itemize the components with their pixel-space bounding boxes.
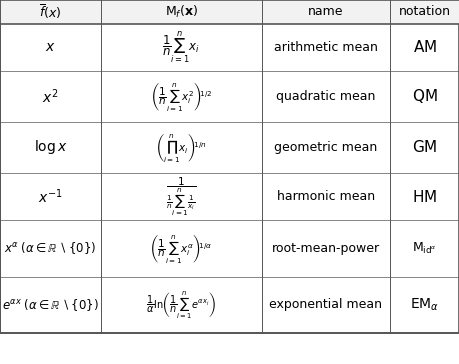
Text: $\mathrm{M}_f(\mathbf{x})$: $\mathrm{M}_f(\mathbf{x})$	[165, 4, 198, 20]
Text: $\left(\dfrac{1}{n}\sum_{i=1}^{n} x_i^2\right)^{\!1/2}$: $\left(\dfrac{1}{n}\sum_{i=1}^{n} x_i^2\…	[151, 80, 212, 113]
Text: $\mathrm{EM}_{\alpha}$: $\mathrm{EM}_{\alpha}$	[410, 297, 439, 313]
Text: exponential mean: exponential mean	[269, 298, 382, 311]
Text: $\left(\prod_{i=1}^{n} x_i\right)^{\!1/n}$: $\left(\prod_{i=1}^{n} x_i\right)^{\!1/n…	[156, 131, 207, 164]
Text: $\dfrac{1}{n}\sum_{i=1}^{n} x_i$: $\dfrac{1}{n}\sum_{i=1}^{n} x_i$	[162, 29, 200, 65]
Text: harmonic mean: harmonic mean	[277, 190, 375, 203]
Text: $x^2$: $x^2$	[42, 87, 59, 106]
Text: $x$: $x$	[45, 40, 56, 54]
Text: $x^{-1}$: $x^{-1}$	[38, 187, 63, 206]
Text: notation: notation	[398, 5, 451, 18]
Text: $e^{\alpha x}\;(\alpha\in\mathbb{R}\setminus\{0\})$: $e^{\alpha x}\;(\alpha\in\mathbb{R}\setm…	[2, 297, 99, 313]
Text: $\log x$: $\log x$	[34, 138, 67, 157]
Text: $\mathrm{HM}$: $\mathrm{HM}$	[412, 189, 437, 205]
Text: root-mean-power: root-mean-power	[272, 242, 380, 255]
Text: $\dfrac{1}{\frac{1}{n}\sum_{i=1}^{n}\frac{1}{x_i}}$: $\dfrac{1}{\frac{1}{n}\sum_{i=1}^{n}\fra…	[166, 175, 196, 218]
Text: arithmetic mean: arithmetic mean	[274, 41, 378, 54]
Text: $\dfrac{1}{\alpha}\ln\!\left(\dfrac{1}{n}\sum_{i=1}^{n} e^{\alpha x_i}\right)$: $\dfrac{1}{\alpha}\ln\!\left(\dfrac{1}{n…	[146, 289, 216, 321]
Text: geometric mean: geometric mean	[274, 141, 377, 154]
Text: $\left(\dfrac{1}{n}\sum_{i=1}^{n} x_i^{\alpha}\right)^{\!1/\alpha}$: $\left(\dfrac{1}{n}\sum_{i=1}^{n} x_i^{\…	[150, 232, 213, 265]
Text: quadratic mean: quadratic mean	[276, 90, 375, 103]
Text: $x^{\alpha}\;(\alpha\in\mathbb{R}\setminus\{0\})$: $x^{\alpha}\;(\alpha\in\mathbb{R}\setmin…	[5, 241, 96, 256]
Bar	[0, 0, 459, 24]
Text: $\mathrm{QM}$: $\mathrm{QM}$	[412, 87, 437, 106]
Text: $\mathrm{GM}$: $\mathrm{GM}$	[412, 139, 437, 155]
Text: name: name	[308, 5, 344, 18]
Text: $\mathrm{M}_{\mathrm{id}^{\alpha}}$: $\mathrm{M}_{\mathrm{id}^{\alpha}}$	[412, 241, 437, 256]
Text: $\overline{f}(x)$: $\overline{f}(x)$	[39, 3, 62, 21]
Text: $\mathrm{AM}$: $\mathrm{AM}$	[413, 39, 437, 55]
